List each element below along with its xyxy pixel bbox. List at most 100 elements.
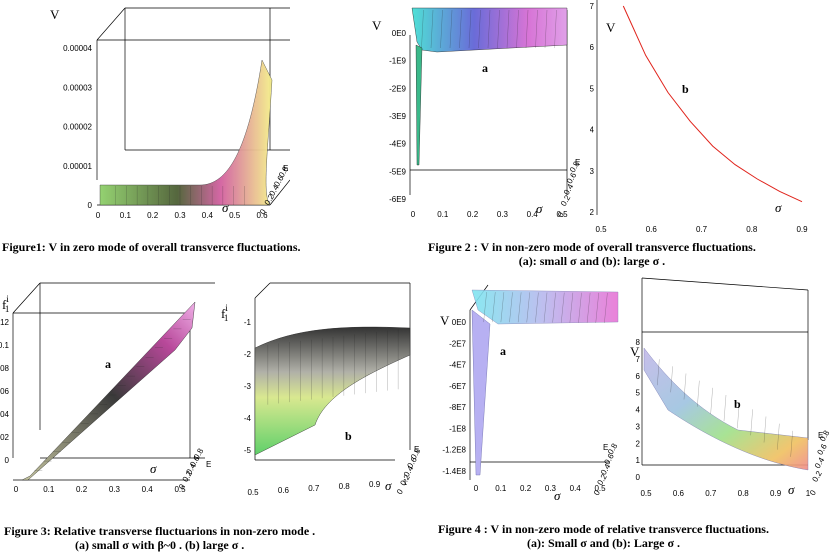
figure3-caption: Figure 3: Relative transverse fluctuario… bbox=[4, 524, 316, 552]
x-ticks: 0.5 0.6 0.7 0.8 0.9 1 bbox=[247, 478, 407, 497]
x-tick-label: 0.1 bbox=[495, 484, 507, 493]
x-tick-label: 0.4 bbox=[202, 211, 214, 220]
z-tick-label: 0 bbox=[177, 482, 187, 491]
x-tick-label: 1 bbox=[806, 489, 811, 498]
x-tick-label: 0.4 bbox=[570, 484, 582, 493]
z-tick-label: 0.8 bbox=[277, 164, 290, 179]
surface-mesh bbox=[483, 292, 608, 323]
z-axis-label: E bbox=[818, 431, 823, 440]
surface-spike bbox=[415, 44, 423, 166]
y-tick-label: -1 bbox=[244, 318, 252, 327]
surface-mesh bbox=[115, 186, 245, 205]
figure4a-plot: 0E0 -2E7 -4E7 -6E7 -8E7 -1E8 -1.2E8 -1.4E8 0 0.1… bbox=[428, 280, 628, 502]
y-tick-label: 1 bbox=[636, 456, 641, 465]
y-tick-label: -6E9 bbox=[389, 195, 406, 204]
z-axis-label: E bbox=[283, 164, 288, 173]
y-tick-label: 4 bbox=[590, 126, 595, 135]
x-ticks: 0.5 0.6 0.7 0.8 0.9 1 bbox=[640, 489, 810, 498]
y-axis-label: V bbox=[440, 313, 450, 328]
x-tick-label: 0.4 bbox=[142, 485, 154, 494]
data-line bbox=[622, 5, 803, 203]
y-tick-label: 0.08 bbox=[0, 364, 10, 373]
y-tick-label: -2E9 bbox=[389, 84, 406, 93]
y-tick-label: 2 bbox=[636, 439, 641, 448]
y-tick-label: -3 bbox=[244, 382, 252, 391]
y-tick-label: 6 bbox=[636, 372, 641, 381]
y-axis-label: V bbox=[630, 344, 640, 359]
y-tick-label: -1.2E8 bbox=[442, 446, 466, 455]
panel-label: a bbox=[482, 61, 488, 75]
x-tick-label: 0.6 bbox=[278, 486, 290, 495]
z-ticks: 00.20.40.60.8 bbox=[556, 159, 582, 219]
x-tick-label: 0 bbox=[474, 484, 479, 493]
z-tick-label: 0.6 bbox=[815, 442, 829, 457]
x-tick-label: 0.8 bbox=[339, 482, 351, 491]
z-axis-label: E bbox=[206, 460, 211, 469]
x-axis-label: σ bbox=[150, 461, 157, 476]
x-tick-label: 0.2 bbox=[76, 485, 88, 494]
x-tick-label: 0.7 bbox=[308, 484, 320, 493]
panel-label: b bbox=[734, 397, 741, 411]
x-tick-label: 0.5 bbox=[229, 211, 241, 220]
x-tick-label: 0.6 bbox=[256, 211, 268, 220]
y-tick-label: 0.00004 bbox=[63, 44, 92, 53]
y-ticks: 2 3 4 5 6 7 bbox=[590, 2, 595, 217]
x-tick-label: 0.9 bbox=[796, 225, 808, 232]
y-tick-label: 7 bbox=[590, 2, 595, 11]
y-tick-label: 0.06 bbox=[0, 387, 10, 396]
x-axis-label: σ bbox=[385, 478, 392, 493]
y-tick-label: 4 bbox=[636, 406, 641, 415]
y-tick-label: -5E9 bbox=[389, 167, 406, 176]
z-tick-label: 0 bbox=[395, 487, 405, 496]
x-tick-label: 0.3 bbox=[174, 211, 186, 220]
y-tick-label: 0.1 bbox=[0, 341, 10, 350]
z-tick-label: 0 bbox=[258, 207, 268, 216]
figure2b-svg: 2 3 4 5 6 7 0.5 0.6 0.7 0.8 0.9 V σ b bbox=[590, 0, 808, 232]
y-tick-label: -5 bbox=[244, 446, 252, 455]
y-tick-label: 0 bbox=[636, 473, 641, 482]
y-tick-label: -4 bbox=[244, 414, 252, 423]
y-ticks: 0E0 -2E7 -4E7 -6E7 -8E7 -1E8 -1.2E8 -1.4E8 bbox=[442, 318, 466, 476]
y-tick-label: 0E0 bbox=[452, 318, 467, 327]
figure4a-svg: 0E0 -2E7 -4E7 -6E7 -8E7 -1E8 -1.2E8 -1.4E8 0 0.1… bbox=[440, 284, 620, 502]
y-tick-label: -2 bbox=[244, 350, 252, 359]
surface-mesh bbox=[421, 9, 557, 49]
y-tick-label: 2 bbox=[590, 208, 595, 217]
x-tick-label: 0.9 bbox=[770, 489, 782, 498]
figure1-svg: 0 0.00001 0.00002 0.00003 0.00004 0 0.1 0.2 0.3… bbox=[50, 7, 290, 220]
x-tick-label: 0.6 bbox=[673, 489, 685, 498]
y-ticks: 0 0.02 0.04 0.06 0.08 0.1 0.12 bbox=[0, 318, 10, 465]
surface bbox=[21, 301, 196, 481]
x-tick-label: 0.5 bbox=[640, 489, 652, 498]
y-ticks: 0 0.00001 0.00002 0.00003 0.00004 bbox=[63, 44, 92, 210]
y-tick-label: 0.00003 bbox=[63, 83, 92, 92]
figure4-caption: Figure 4 : V in non-zero mode of relativ… bbox=[438, 522, 769, 550]
plot-frame bbox=[12, 282, 215, 481]
x-tick-label: 0.5 bbox=[595, 225, 607, 232]
x-tick-label: 0.5 bbox=[174, 485, 186, 494]
y-tick-label: 8 bbox=[636, 338, 641, 347]
x-tick-label: 0.8 bbox=[738, 489, 750, 498]
y-axis-label: V bbox=[50, 7, 60, 22]
surface bbox=[254, 326, 411, 456]
surface-mesh bbox=[657, 359, 793, 457]
panel-label: b bbox=[682, 82, 689, 96]
plot-frame bbox=[641, 277, 809, 466]
figure2-caption: Figure 2 : V in non-zero mode of overall… bbox=[428, 240, 756, 268]
x-tick-label: 0.3 bbox=[545, 484, 557, 493]
y-tick-label: -2E7 bbox=[449, 339, 466, 348]
x-tick-label: 1 bbox=[403, 478, 408, 487]
y-tick-label: -4E9 bbox=[389, 140, 406, 149]
surface-spike bbox=[471, 309, 491, 476]
y-tick-label: 0.00002 bbox=[63, 123, 92, 132]
y-tick-label: 0 bbox=[88, 201, 93, 210]
x-tick-label: 0.1 bbox=[43, 485, 55, 494]
x-axis-label: σ bbox=[775, 200, 782, 215]
panel-label: b bbox=[345, 429, 352, 443]
figure1-plot: 0 0.00001 0.00002 0.00003 0.00004 0 0.1 0.2 0.3… bbox=[0, 0, 290, 232]
z-tick-label: 0 bbox=[556, 210, 566, 219]
panel-label: a bbox=[500, 344, 506, 358]
figure3b-svg: -1-2-3-4-5 0.5 0.6 0.7 0.8 0.9 1 00.20.40.60.… bbox=[221, 282, 423, 497]
z-ticks: 00.20.40.60.8 bbox=[177, 446, 206, 491]
z-axis-label: E bbox=[575, 158, 580, 167]
